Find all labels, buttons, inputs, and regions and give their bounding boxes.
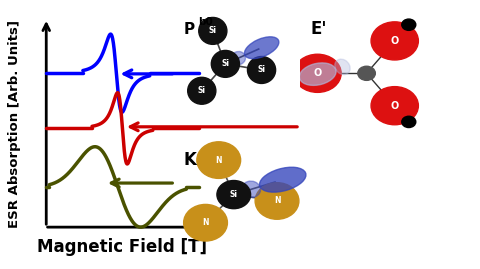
Circle shape [402,19,416,30]
Circle shape [248,56,276,83]
Ellipse shape [244,37,279,59]
Text: b0: b0 [198,17,213,27]
Circle shape [255,183,299,219]
Ellipse shape [300,63,336,85]
Text: Si: Si [221,59,229,68]
Circle shape [402,116,416,128]
Circle shape [188,77,216,104]
Circle shape [199,17,227,44]
Circle shape [217,180,251,209]
Circle shape [211,50,240,77]
Circle shape [371,22,419,60]
Text: N: N [274,196,280,206]
Circle shape [294,54,341,92]
Text: Magnetic Field [T]: Magnetic Field [T] [37,238,207,256]
Ellipse shape [241,181,261,197]
Text: Si: Si [198,86,206,95]
Text: N: N [216,155,222,165]
Text: Si: Si [230,190,238,199]
Circle shape [197,142,240,178]
Text: P: P [184,22,195,37]
Ellipse shape [231,51,245,65]
Text: O: O [391,101,399,111]
Text: O: O [391,36,399,46]
Text: E': E' [311,20,327,38]
Text: O: O [313,68,322,78]
Circle shape [358,66,375,80]
Circle shape [371,87,419,125]
Text: Si: Si [209,26,217,36]
Ellipse shape [260,167,306,192]
Text: Si: Si [258,65,265,75]
Circle shape [184,204,228,241]
Ellipse shape [335,59,350,75]
Text: N: N [202,218,209,227]
Text: ESR Absorption [Arb. Units]: ESR Absorption [Arb. Units] [8,20,21,228]
Text: K: K [184,151,197,169]
